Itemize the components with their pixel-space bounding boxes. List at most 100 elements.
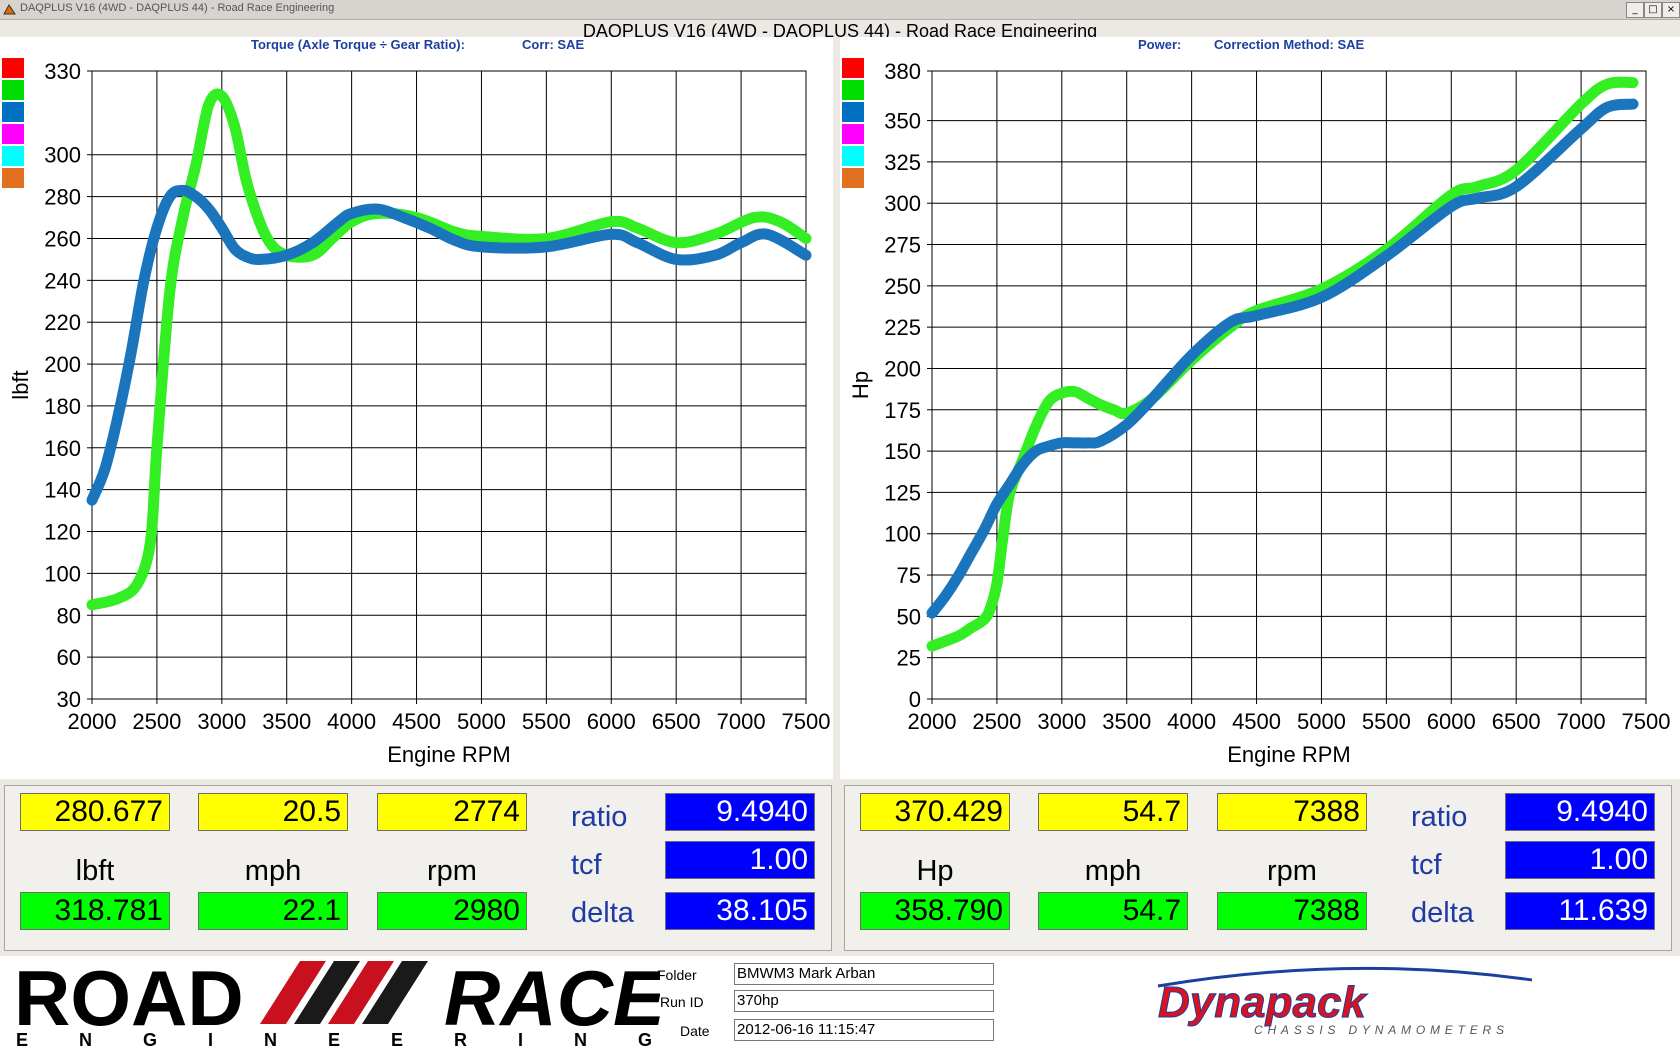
y-tick-label: 220 <box>44 310 81 335</box>
delta-label: delta <box>1411 897 1474 929</box>
date-label: Date <box>680 1023 710 1039</box>
power-readout-panel: 370.429 54.7 7388 Hp mph rpm 358.790 54.… <box>844 785 1672 951</box>
peak-speed-value: 22.1 <box>198 892 348 930</box>
y-tick-label: 200 <box>44 352 81 377</box>
legend-swatch-blue[interactable] <box>842 102 864 122</box>
legend-swatch-green[interactable] <box>2 80 24 100</box>
y-tick-label: 180 <box>44 394 81 419</box>
legend-swatch-red[interactable] <box>2 58 24 78</box>
y-tick-label: 75 <box>897 563 921 588</box>
y-tick-label: 30 <box>57 687 81 712</box>
series-line-1 <box>86 184 812 506</box>
x-tick-label: 6500 <box>652 709 701 734</box>
ratio-label: ratio <box>571 801 628 833</box>
y-tick-label: 125 <box>884 480 921 505</box>
cursor-speed-value: 54.7 <box>1038 793 1188 831</box>
legend-swatch-magenta[interactable] <box>842 124 864 144</box>
y-tick-label: 325 <box>884 150 921 175</box>
x-tick-label: 4000 <box>327 709 376 734</box>
cursor-torque-value: 280.677 <box>20 793 170 831</box>
footer-bar: ROAD RACE ENGINEERING Folder BMWM3 Mark … <box>0 956 1680 1050</box>
x-tick-label: 7000 <box>1557 709 1606 734</box>
power-header-label: Power: <box>1138 37 1182 52</box>
app-icon <box>3 4 16 15</box>
date-field[interactable]: 2012-06-16 11:15:47 <box>734 1019 994 1041</box>
delta-value: 11.639 <box>1505 892 1655 930</box>
y-axis-label: lbft <box>8 370 33 399</box>
x-axis-label: Engine RPM <box>387 742 511 767</box>
y-tick-label: 25 <box>897 646 921 671</box>
road-race-logo: ROAD RACE ENGINEERING <box>14 956 660 1050</box>
legend-swatch-green[interactable] <box>842 80 864 100</box>
tcf-value: 1.00 <box>1505 841 1655 879</box>
delta-label: delta <box>571 897 634 929</box>
x-tick-label: 6000 <box>587 709 636 734</box>
legend-swatch-orange[interactable] <box>842 168 864 188</box>
plot-frame <box>91 70 807 700</box>
runid-field[interactable]: 370hp <box>734 990 994 1012</box>
logo-stripes <box>260 961 428 1024</box>
legend-swatch-cyan[interactable] <box>842 146 864 166</box>
torque-header-label: Torque (Axle Torque ÷ Gear Ratio): <box>251 37 465 52</box>
y-tick-label: 100 <box>884 522 921 547</box>
x-tick-label: 2000 <box>908 709 957 734</box>
cursor-speed-value: 20.5 <box>198 793 348 831</box>
rpm-unit-label: rpm <box>1267 855 1317 887</box>
minimize-icon[interactable]: _ <box>1626 2 1644 18</box>
y-tick-label: 50 <box>897 604 921 629</box>
x-tick-label: 4500 <box>1232 709 1281 734</box>
y-tick-label: 260 <box>44 226 81 251</box>
peak-torque-value: 318.781 <box>20 892 170 930</box>
cursor-rpm-value: 2774 <box>377 793 527 831</box>
x-tick-label: 5500 <box>522 709 571 734</box>
x-tick-label: 4000 <box>1167 709 1216 734</box>
y-tick-label: 80 <box>57 603 81 628</box>
x-tick-label: 7000 <box>717 709 766 734</box>
logo-race-text: RACE <box>444 956 660 1042</box>
power-unit-label: Hp <box>916 855 954 887</box>
x-axis-label: Engine RPM <box>1227 742 1351 767</box>
y-tick-label: 240 <box>44 268 81 293</box>
delta-value: 38.105 <box>665 892 815 930</box>
tcf-label: tcf <box>1411 849 1442 881</box>
power-chart[interactable]: 2000 2500 3000 3500 4000 4500 5000 5500 6000 6500… <box>840 37 1680 779</box>
y-axis-label: Hp <box>848 371 873 399</box>
dynapack-brand-text: Dynapack <box>1158 978 1368 1027</box>
torque-corr-label: Corr: SAE <box>522 37 585 52</box>
x-tick-label: 6000 <box>1427 709 1476 734</box>
torque-chart-panel: Torque (Axle Torque ÷ Gear Ratio): Corr:… <box>0 37 833 779</box>
folder-field[interactable]: BMWM3 Mark Arban <box>734 963 994 985</box>
peak-rpm-value: 7388 <box>1217 892 1367 930</box>
y-tick-label: 275 <box>884 233 921 258</box>
legend-swatch-magenta[interactable] <box>2 124 24 144</box>
plot-frame <box>931 70 1647 700</box>
folder-label: Folder <box>657 967 697 983</box>
x-tick-label: 4500 <box>392 709 441 734</box>
y-tick-label: 60 <box>57 645 81 670</box>
power-chart-panel: Power: Correction Method: SAE 2000 2500 30… <box>840 37 1680 779</box>
y-tick-label: 150 <box>884 439 921 464</box>
legend-swatch-cyan[interactable] <box>2 146 24 166</box>
speed-unit-label: mph <box>1084 855 1142 887</box>
torque-chart[interactable]: 2000 2500 3000 3500 4000 4500 5000 5500 6000 6500… <box>0 37 833 779</box>
cursor-rpm-value: 7388 <box>1217 793 1367 831</box>
y-tick-label: 350 <box>884 109 921 134</box>
torque-readout-panel: 280.677 20.5 2774 lbft mph rpm 318.781 2… <box>4 785 832 951</box>
restore-icon[interactable]: □ <box>1644 2 1662 18</box>
series-line-0 <box>86 88 812 611</box>
ratio-label: ratio <box>1411 801 1468 833</box>
close-icon[interactable]: × <box>1662 2 1680 18</box>
speed-unit-label: mph <box>244 855 302 887</box>
y-tick-label: 380 <box>884 59 921 84</box>
legend-swatch-red[interactable] <box>842 58 864 78</box>
x-tick-label: 5000 <box>457 709 506 734</box>
ratio-value: 9.4940 <box>665 793 815 831</box>
tcf-value: 1.00 <box>665 841 815 879</box>
x-tick-label: 2500 <box>132 709 181 734</box>
legend-swatch-blue[interactable] <box>2 102 24 122</box>
y-tick-label: 250 <box>884 274 921 299</box>
y-tick-label: 300 <box>44 143 81 168</box>
legend-swatch-orange[interactable] <box>2 168 24 188</box>
tcf-label: tcf <box>571 849 602 881</box>
y-tick-label: 225 <box>884 315 921 340</box>
